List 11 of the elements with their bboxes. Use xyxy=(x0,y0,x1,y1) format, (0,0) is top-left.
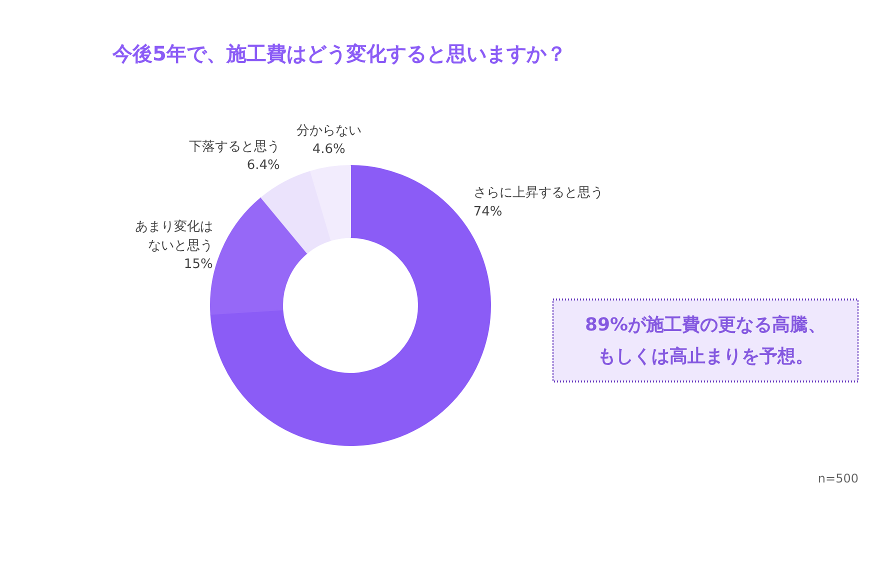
data-label: 15% xyxy=(184,257,213,272)
slice-label: 分からない xyxy=(296,123,362,138)
data-label: 6.4% xyxy=(246,158,280,174)
text: n=500 xyxy=(818,472,859,486)
data-label: 4.6% xyxy=(312,142,346,158)
data-label: 74% xyxy=(473,204,502,220)
chart-title: 今後5年で、施工費はどう変化すると思いますか？ xyxy=(112,42,566,66)
text: 89%が施工費の更なる高騰、もしくは高止まりを予想。 xyxy=(584,314,826,367)
slice-label: あまり変化はないと思う xyxy=(134,218,213,254)
slice-label: 下落すると思う xyxy=(188,139,280,154)
slice-label: さらに上昇すると思う xyxy=(473,186,604,201)
